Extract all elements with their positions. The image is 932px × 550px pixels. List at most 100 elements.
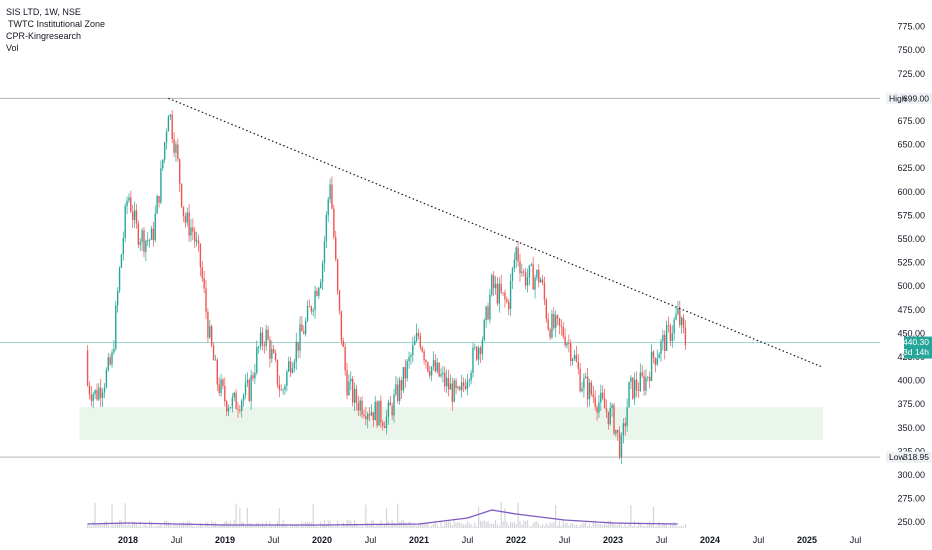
volume-bar — [92, 521, 94, 528]
volume-bar — [626, 526, 628, 528]
volume-bar — [540, 526, 542, 528]
price-tick-label: 475.00 — [897, 305, 925, 315]
volume-bar — [397, 503, 399, 528]
candle-body — [256, 347, 258, 373]
volume-bar — [171, 526, 173, 528]
volume-bar — [361, 524, 363, 528]
candle-body — [447, 377, 450, 390]
volume-bar — [609, 520, 611, 528]
candle-body — [556, 315, 559, 319]
candle-body — [259, 332, 262, 347]
volume-bar — [466, 520, 468, 528]
indicator-cpr[interactable]: CPR-Kingresearch — [6, 31, 82, 41]
candle-body — [650, 351, 653, 381]
volume-bar — [579, 525, 581, 528]
volume-bar — [432, 523, 435, 528]
price-tick-label: 650.00 — [897, 140, 925, 150]
candle-body — [498, 283, 501, 304]
candle-body — [331, 184, 333, 209]
volume-bar — [632, 526, 634, 528]
indicator-vol[interactable]: Vol — [6, 43, 19, 53]
volume-bar — [547, 524, 549, 528]
candle-body — [483, 320, 485, 341]
price-tick-label: 625.00 — [897, 163, 925, 173]
candle-body — [368, 413, 371, 416]
candle-body — [288, 361, 290, 372]
candle-body — [303, 331, 305, 334]
candle-body — [427, 362, 429, 372]
volume-bar — [160, 524, 162, 528]
candle-body — [380, 400, 382, 423]
time-tick-label: 2018 — [118, 535, 138, 545]
volume-bar — [494, 520, 497, 528]
high-tag-label: High — [889, 93, 907, 103]
candle-body — [278, 384, 281, 390]
descending-trendline[interactable] — [168, 97, 824, 368]
candle-body — [158, 195, 160, 203]
candle-body — [430, 366, 433, 376]
volume-bar — [393, 523, 395, 528]
volume-bar — [440, 521, 442, 528]
volume-bar — [598, 523, 600, 528]
candle-body — [508, 301, 510, 310]
candle-body — [406, 361, 408, 379]
volume-bar — [447, 521, 450, 528]
candle-body — [162, 159, 164, 169]
candle-body — [536, 270, 538, 278]
volume-bar — [143, 524, 145, 528]
time-axis[interactable]: 2018 Jul 2019 Jul 2020 Jul 2021 Jul 2022 Jul 2023 J… — [118, 535, 861, 545]
candle-body — [398, 380, 401, 401]
volume-bar — [682, 526, 685, 528]
volume-bar — [259, 525, 262, 528]
volume-bar — [442, 526, 444, 528]
candle-body — [442, 372, 444, 375]
volume-bar — [346, 520, 348, 528]
candle-body — [492, 275, 495, 289]
trendline-layer[interactable] — [168, 97, 824, 368]
volume-bar — [545, 522, 547, 528]
candle-body — [218, 384, 220, 393]
candle-body — [203, 278, 205, 289]
candle-body — [195, 240, 198, 242]
candle-body — [148, 239, 151, 241]
volume-bar — [581, 523, 583, 528]
low-tag-value: 318.95 — [903, 452, 929, 462]
volume-bar — [293, 525, 295, 528]
volume-bar — [196, 525, 198, 528]
volume-bar — [464, 524, 467, 528]
candle-body — [419, 335, 422, 348]
volume-bar — [541, 523, 544, 528]
candle-body — [440, 374, 442, 377]
candle-body — [346, 370, 348, 396]
candle-body — [410, 355, 412, 358]
volume-bar — [615, 524, 617, 528]
time-tick-label: 2022 — [506, 535, 526, 545]
candle-body — [276, 359, 279, 385]
candle-body — [635, 379, 638, 390]
institutional-zone — [79, 407, 824, 441]
volume-bar — [474, 522, 476, 528]
candle-body — [598, 402, 600, 413]
volume-bar — [479, 520, 482, 528]
candle-body — [378, 400, 380, 426]
candle-body — [216, 359, 219, 385]
candle-body — [348, 381, 350, 396]
price-tick-label: 500.00 — [897, 281, 925, 291]
volume-bar — [149, 520, 151, 528]
price-tick-label: 750.00 — [897, 45, 925, 55]
volume-bar — [145, 524, 147, 528]
candle-body — [310, 306, 313, 312]
volume-bar — [368, 525, 371, 528]
candle-body — [147, 240, 149, 241]
volume-bar — [231, 525, 233, 528]
indicator-twtc[interactable]: TWTC Institutional Zone — [8, 19, 106, 29]
candle-body — [338, 290, 341, 311]
volume-bar — [491, 523, 493, 528]
candle-body — [502, 292, 504, 294]
candle-body — [210, 326, 213, 346]
volume-bar — [107, 523, 109, 528]
candle-body — [639, 372, 642, 391]
symbol-title[interactable]: SIS LTD, 1W, NSE — [6, 7, 81, 17]
volume-bar — [239, 508, 241, 528]
